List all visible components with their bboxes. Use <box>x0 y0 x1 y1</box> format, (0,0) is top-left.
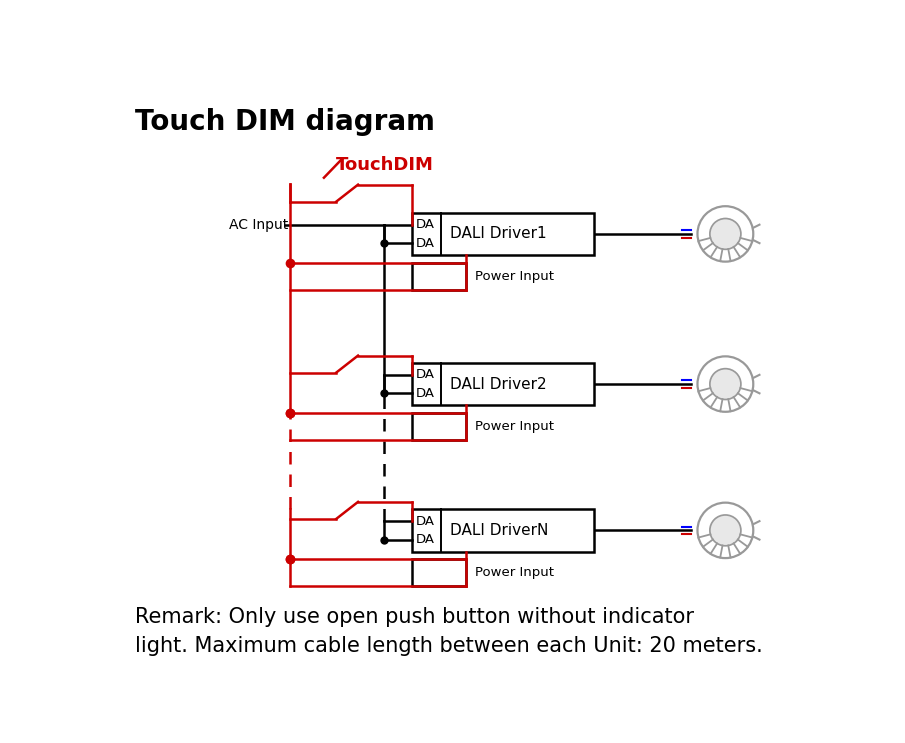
Text: Power Input: Power Input <box>475 420 554 433</box>
Text: DA: DA <box>415 369 434 381</box>
Text: AC Input: AC Input <box>229 218 289 232</box>
Bar <box>412 413 466 440</box>
Text: TouchDIM: TouchDIM <box>337 155 434 174</box>
Text: Remark: Only use open push button without indicator
light. Maximum cable length : Remark: Only use open push button withou… <box>135 607 763 656</box>
Text: Power Input: Power Input <box>475 270 554 283</box>
Bar <box>412 559 466 586</box>
Text: DALI DriverN: DALI DriverN <box>451 523 548 538</box>
Circle shape <box>710 369 741 400</box>
Bar <box>412 509 594 551</box>
Text: DALI Driver1: DALI Driver1 <box>451 227 547 241</box>
Text: DA: DA <box>415 515 434 528</box>
Text: Touch DIM diagram: Touch DIM diagram <box>135 108 434 137</box>
Text: DA: DA <box>415 218 434 231</box>
Bar <box>412 212 594 255</box>
Bar <box>412 263 466 290</box>
Circle shape <box>710 515 741 546</box>
Text: DA: DA <box>415 533 434 546</box>
Circle shape <box>710 218 741 250</box>
Text: DA: DA <box>415 387 434 400</box>
Text: DA: DA <box>415 237 434 250</box>
Bar <box>412 363 594 405</box>
Text: DALI Driver2: DALI Driver2 <box>451 377 547 392</box>
Text: Power Input: Power Input <box>475 566 554 580</box>
